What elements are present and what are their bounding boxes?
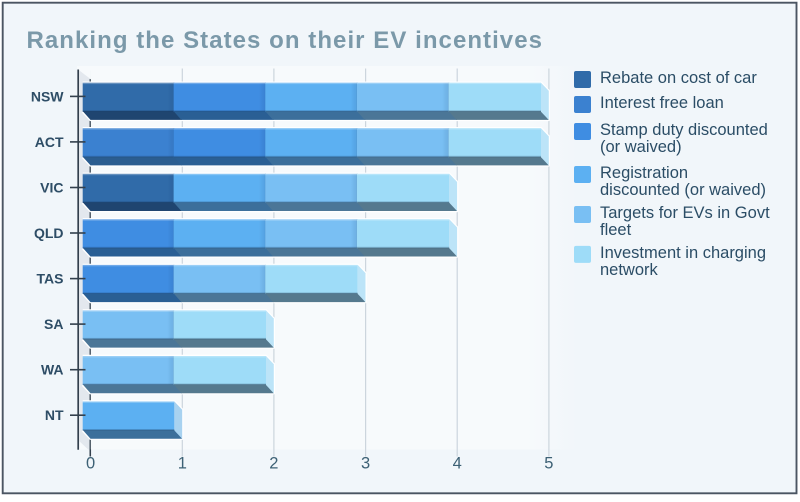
- svg-text:Interest free loan: Interest free loan: [600, 94, 724, 112]
- svg-text:NT: NT: [45, 407, 64, 423]
- svg-text:Registration: Registration: [600, 164, 688, 182]
- svg-text:WA: WA: [41, 362, 64, 378]
- svg-text:Investment in charging: Investment in charging: [600, 244, 766, 262]
- svg-text:4: 4: [453, 455, 462, 473]
- svg-text:0: 0: [86, 455, 95, 473]
- svg-text:Stamp duty discounted: Stamp duty discounted: [600, 121, 768, 139]
- svg-text:Rebate on cost of car: Rebate on cost of car: [600, 69, 757, 87]
- svg-text:Ranking the States on their EV: Ranking the States on their EV incentive…: [27, 27, 544, 54]
- svg-text:Targets for EVs in Govt: Targets for EVs in Govt: [600, 204, 770, 222]
- svg-text:TAS: TAS: [37, 271, 64, 287]
- svg-text:network: network: [600, 261, 659, 279]
- svg-text:fleet: fleet: [600, 221, 632, 239]
- svg-text:1: 1: [178, 455, 187, 473]
- svg-text:QLD: QLD: [34, 225, 64, 241]
- svg-text:VIC: VIC: [40, 180, 63, 196]
- svg-text:NSW: NSW: [31, 88, 64, 104]
- svg-text:3: 3: [361, 455, 370, 473]
- svg-text:SA: SA: [44, 316, 63, 332]
- svg-text:5: 5: [544, 455, 553, 473]
- svg-text:discounted (or waived): discounted (or waived): [600, 181, 766, 199]
- svg-text:2: 2: [269, 455, 278, 473]
- svg-text:(or waived): (or waived): [600, 138, 682, 156]
- svg-text:ACT: ACT: [35, 134, 64, 150]
